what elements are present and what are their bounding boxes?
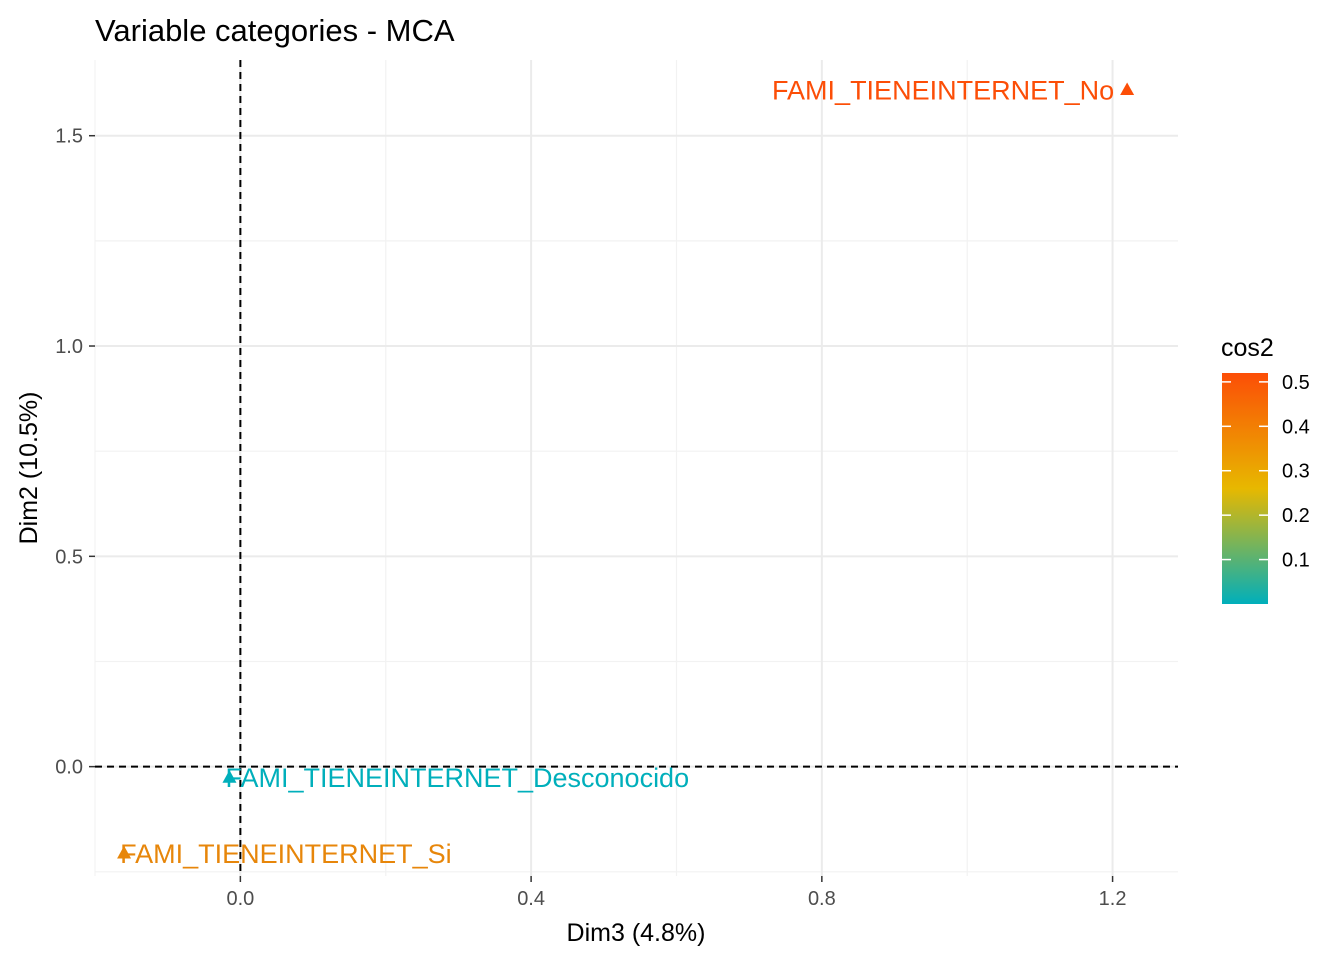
minor-gridlines: [94, 60, 1178, 876]
legend-title: cos2: [1221, 334, 1274, 362]
x-tick-label: 0.4: [517, 888, 545, 910]
point-label: FAMI_TIENEINTERNET_No: [772, 75, 1114, 105]
point-marker: [222, 770, 237, 783]
y-axis-ticks: 0.0 0.5 1.0 1.5: [55, 126, 95, 779]
legend-tick-label: 0.1: [1282, 550, 1310, 572]
y-tick-label: 0.0: [55, 757, 83, 779]
y-tick-label: 0.5: [55, 546, 83, 568]
legend-tick-label: 0.3: [1282, 461, 1310, 483]
legend-tick-label: 0.5: [1282, 372, 1310, 394]
legend-colorbar: [1222, 373, 1268, 604]
x-axis-title: Dim3 (4.8%): [567, 919, 706, 947]
major-gridlines: [95, 60, 1178, 876]
legend-tick-label: 0.4: [1282, 416, 1310, 438]
x-tick-label: 0.8: [808, 888, 836, 910]
reference-lines: [95, 60, 1178, 876]
data-points: FAMI_TIENEINTERNET_No FAMI_TIENEINTERNET_…: [117, 75, 1135, 869]
point-label: FAMI_TIENEINTERNET_Si: [120, 839, 452, 869]
legend-ticks: 0.1 0.2 0.3 0.4 0.5: [1222, 372, 1310, 572]
x-axis-ticks: 0.0 0.4 0.8 1.2: [226, 876, 1126, 910]
x-tick-label: 0.0: [226, 888, 254, 910]
legend-tick-label: 0.2: [1282, 505, 1310, 527]
cos2-legend: cos2 0.1 0.2 0.3 0.4 0.5: [1221, 334, 1310, 604]
x-tick-label: 1.2: [1099, 888, 1127, 910]
y-tick-label: 1.5: [55, 126, 83, 148]
point-marker: [117, 845, 132, 859]
y-axis-title: Dim2 (10.5%): [15, 392, 43, 545]
y-tick-label: 1.0: [55, 336, 83, 358]
point-marker: [1120, 82, 1135, 96]
point-label: FAMI_TIENEINTERNET_Desconocido: [225, 763, 689, 793]
chart-title: Variable categories - MCA: [95, 13, 455, 48]
